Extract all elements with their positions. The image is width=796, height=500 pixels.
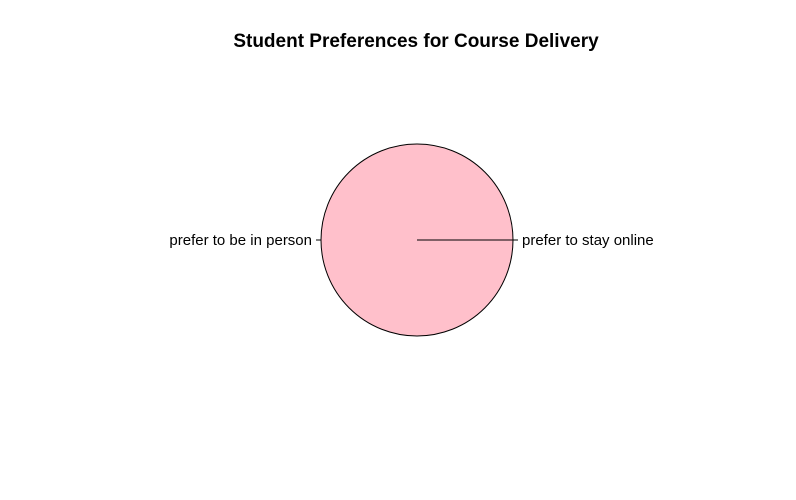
pie-labels: prefer to be in person prefer to stay onl… <box>169 232 653 249</box>
chart-title: Student Preferences for Course Delivery <box>233 31 599 52</box>
pie-slices <box>320 143 514 337</box>
slice-label-prefer-to-be-in-person: prefer to be in person <box>169 232 312 249</box>
slice-label-prefer-to-stay-online: prefer to stay online <box>522 232 654 249</box>
